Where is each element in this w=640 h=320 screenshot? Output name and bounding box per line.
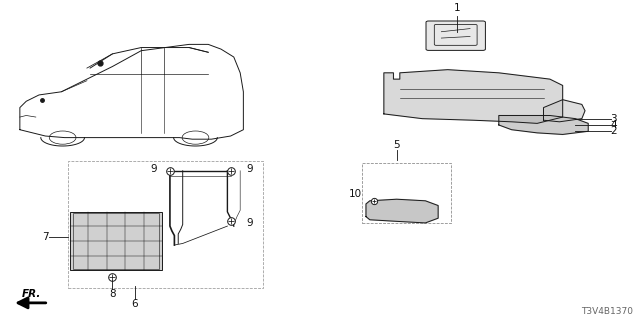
Text: 5: 5: [394, 140, 400, 150]
Text: 4: 4: [611, 120, 617, 130]
Bar: [73, 213, 159, 269]
Text: 10: 10: [348, 189, 362, 199]
Text: 9: 9: [246, 164, 253, 174]
Text: 7: 7: [42, 232, 49, 242]
Text: T3V4B1370: T3V4B1370: [581, 307, 633, 316]
Text: 3: 3: [611, 114, 617, 124]
Text: 8: 8: [109, 289, 116, 299]
Bar: [68, 161, 262, 288]
Bar: [70, 212, 163, 270]
Text: 9: 9: [246, 218, 253, 228]
Polygon shape: [384, 70, 563, 124]
FancyBboxPatch shape: [426, 21, 485, 50]
Polygon shape: [366, 199, 438, 223]
Text: 6: 6: [131, 299, 138, 309]
Text: 9: 9: [150, 164, 157, 174]
Polygon shape: [499, 116, 588, 134]
Text: 1: 1: [454, 3, 461, 13]
Text: 2: 2: [611, 126, 617, 136]
Text: FR.: FR.: [22, 289, 41, 299]
Bar: [362, 163, 451, 223]
Polygon shape: [543, 100, 585, 122]
